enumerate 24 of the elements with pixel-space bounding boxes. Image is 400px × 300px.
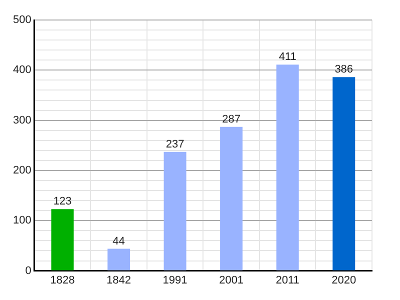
x-tick-label: 2020 <box>332 274 356 286</box>
data-label: 123 <box>53 196 72 208</box>
x-tick-label: 1842 <box>106 274 132 286</box>
y-tick-label: 400 <box>12 64 32 76</box>
x-tick-label: 2011 <box>276 274 300 286</box>
y-tick-label: 200 <box>12 164 32 177</box>
bar <box>332 77 356 270</box>
y-tick-label: 0 <box>25 264 32 277</box>
x-tick-label: 1828 <box>50 274 75 286</box>
data-label: 44 <box>112 235 125 248</box>
bar <box>220 126 243 270</box>
y-tick-label: 300 <box>12 114 32 126</box>
data-label: 386 <box>334 64 354 76</box>
y-tick-label: 500 <box>12 14 32 26</box>
y-tick-label: 100 <box>12 214 32 227</box>
bar <box>276 64 299 270</box>
x-tick-label: 1991 <box>162 274 188 286</box>
bar <box>51 209 74 270</box>
bar <box>108 248 130 270</box>
data-label: 287 <box>222 113 240 126</box>
x-tick-label: 2001 <box>219 274 244 286</box>
bar <box>164 152 186 270</box>
data-label: 237 <box>166 138 184 150</box>
data-label: 411 <box>278 51 296 64</box>
